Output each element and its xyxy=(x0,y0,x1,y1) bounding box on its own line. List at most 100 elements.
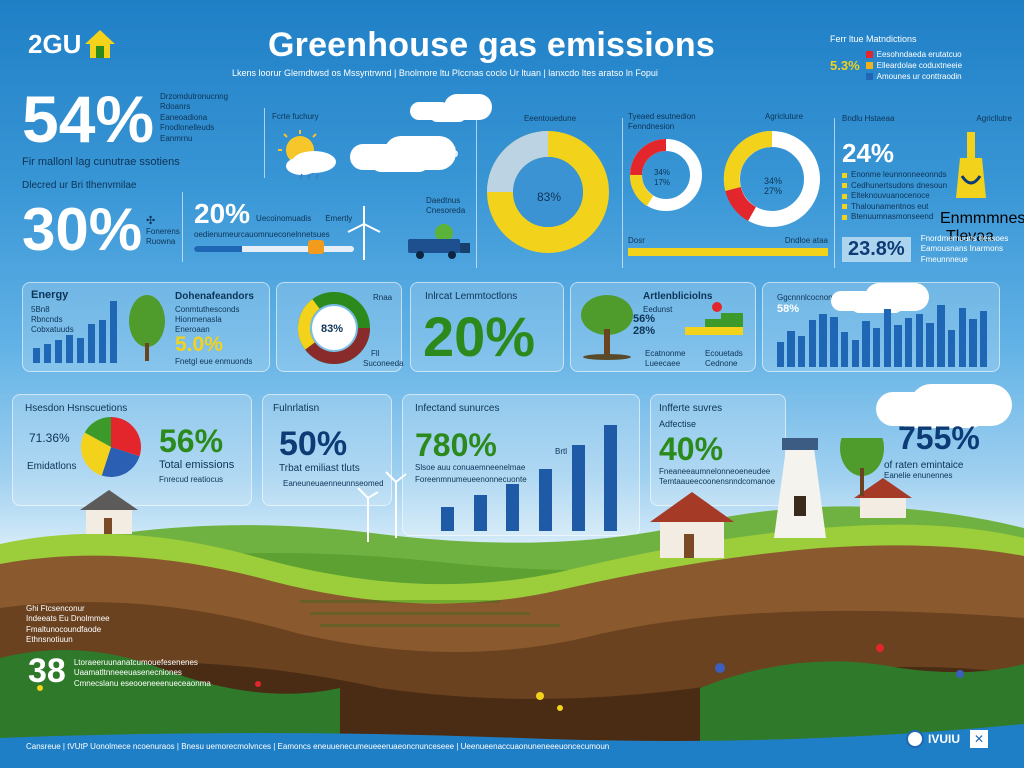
factory-title: Fcrte fuchury xyxy=(272,112,319,121)
donut-1-title: Eeentouedune xyxy=(523,114,577,123)
soil-note-3: Ethnsnotiuun xyxy=(26,635,73,645)
bars-right-bar xyxy=(979,310,988,367)
robot-icon xyxy=(308,240,324,254)
donut-mid-top: Rnaa xyxy=(373,293,393,302)
stat-50-title: Fulnrlatisn xyxy=(273,403,320,414)
bars-right-panel: Ggcnnnlcocnonuwaed 58% xyxy=(762,282,1000,372)
bars-right-bar xyxy=(872,327,881,367)
bullet-icon xyxy=(842,214,847,220)
bars-right-bar xyxy=(947,329,956,367)
donut-2-sub: Fenndnesion xyxy=(628,122,675,132)
divider xyxy=(476,118,477,268)
wind-turbine-icon xyxy=(347,206,381,260)
progress-bar xyxy=(194,246,354,253)
legend-items: Eesohndaeda erutatcuo Elleardolae coduxtn… xyxy=(865,49,962,83)
truck-note-1: Daedtnus xyxy=(426,196,461,205)
house-logo-icon xyxy=(85,30,116,58)
stat-40-note-1: Fneaneeaumnelonneoeneudee xyxy=(659,467,771,476)
stat-54-notes: Drzomdutronucnng Rdoanrs Eaneoadiona Fnodlo… xyxy=(160,92,260,144)
bars-right-bar xyxy=(830,316,838,367)
agri-box-item-label: Thalounamentnos eut xyxy=(851,201,929,211)
arcten-note-1: Ecatnonme xyxy=(645,349,686,358)
agri-box-item: Cedhunertsudons dnesoun xyxy=(842,181,1012,191)
bars-right-title: Ggcnnnlcocnonuwaed xyxy=(777,293,857,302)
stat-54-note: Eaneoadiona xyxy=(160,112,208,122)
stat-780-bar-tag: Brtl xyxy=(555,447,567,456)
pie-caption: Total emissions xyxy=(159,459,235,471)
stat-20a-caption: Uecoinomuadis xyxy=(256,213,312,223)
factory-value: 7.0% xyxy=(424,144,459,161)
deforest-note-3: Eneroaan xyxy=(175,325,210,334)
bars-right-bar xyxy=(851,339,859,367)
footer-text: Cansreue | tVUtP Uonolmece ncoenuraos | … xyxy=(26,742,610,751)
deforest-title: Dohenafeandors xyxy=(175,291,254,302)
donut-mid-panel: 83% Rnaa Fll Suconeeda xyxy=(276,282,403,372)
bullet-icon xyxy=(842,173,847,179)
donut-3-chart xyxy=(723,131,820,228)
donut-3-label: 34% xyxy=(764,176,783,186)
donut-3: Agricluture 34% 27% xyxy=(716,112,832,239)
stat-780-bar xyxy=(473,495,487,531)
pie-sub: Fnrecud reatiocus xyxy=(159,475,224,484)
divider xyxy=(264,108,265,178)
stat-30-value: 30% xyxy=(22,196,143,263)
donut-1-chart xyxy=(487,131,609,254)
pie-slice xyxy=(84,417,111,447)
field-stripe xyxy=(300,600,500,603)
stat-30-notes: ✣ Fonerens Ruowna xyxy=(146,214,180,248)
agri-box-title: Bndlu Hstaeaa xyxy=(842,114,895,123)
legend-item: Elleardolae coduxtneeie xyxy=(865,60,962,71)
page-title: Greenhouse gas emissions xyxy=(268,26,715,64)
bars-right-bar xyxy=(915,313,924,367)
timeline-right: Dndloe ataa xyxy=(784,236,828,245)
stat-780-bar-chart xyxy=(423,425,619,531)
timeline-bar xyxy=(628,248,828,257)
green-step-icon xyxy=(685,302,743,335)
agri-box-value: 24% xyxy=(842,138,895,169)
arcten-note-4: Cednone xyxy=(705,359,738,368)
tree-icon xyxy=(581,295,633,360)
stat-780-title: Infectand sunurces xyxy=(415,403,500,414)
legend-swatch xyxy=(865,73,873,81)
stat-20b-value: 20% xyxy=(423,305,536,368)
stat-54-note: Fnodlonelleuds xyxy=(160,123,215,133)
stat-780-panel: Infectand sunurces 780% Slsoe auu conuae… xyxy=(402,394,640,536)
bullet-icon xyxy=(842,193,847,199)
deforest-caption: Fnetgl eue enmuonds xyxy=(175,357,253,366)
pie-chart xyxy=(81,417,141,477)
footer-brand-label: IVUIU xyxy=(928,732,961,746)
stat-780-bar xyxy=(440,506,455,531)
donut-3-title: Agricluture xyxy=(764,112,804,121)
energy-bar xyxy=(32,347,41,363)
stat-40-note-2: Temtaaueecoonensnndcomanoe xyxy=(659,477,776,486)
divider xyxy=(834,118,835,268)
legend-item: Amounes ur conttraodin xyxy=(865,71,962,82)
stat-40-value: 40% xyxy=(659,431,724,467)
agri-box-note: Eamousnans Inarmons xyxy=(920,244,1003,254)
arcten-sub: Eedunst xyxy=(643,305,673,314)
sun-cloud-icon xyxy=(278,130,336,180)
stat-780-sub: Foreenmnumeueenonnecuonte xyxy=(415,475,527,484)
stat-780-bar xyxy=(571,444,585,531)
donut-mid-chart xyxy=(298,292,370,364)
deforest-note-1: Conmtuthesconds xyxy=(175,305,240,314)
stat-780-bar xyxy=(506,483,520,531)
stat-40-sub: Adfectise xyxy=(659,419,697,429)
arcten-note-3: Ecouetads xyxy=(705,349,743,358)
stat-20a-value: 20% xyxy=(194,198,251,229)
donut-mid-label: 83% xyxy=(321,323,344,335)
stat-30-note-1: Fonerens xyxy=(146,227,180,236)
bars-right-bar xyxy=(798,336,806,367)
badge-icon: ✕ xyxy=(970,730,989,748)
stat-54-note: Drzomdutronucnng xyxy=(160,92,229,101)
stat-780-value: 780% xyxy=(415,427,497,463)
pie-label: Emidatlons xyxy=(27,461,77,472)
field-stripe xyxy=(310,612,530,615)
bars-right-value: 58% xyxy=(777,303,800,315)
legend-marker: 5.3% xyxy=(830,57,860,73)
bars-right-bar xyxy=(894,325,902,367)
agri-value2: 23.8% xyxy=(842,237,911,263)
wind-icon: ✣ xyxy=(146,215,156,227)
agri-box-note: Fmeunnneue xyxy=(920,254,968,264)
agri-box-item: Thalounamentnos eut xyxy=(842,202,1012,212)
